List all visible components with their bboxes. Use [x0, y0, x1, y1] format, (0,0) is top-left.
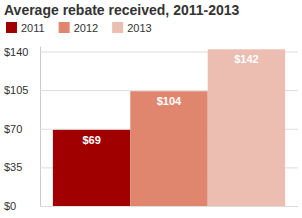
tick-label: $105 — [4, 84, 28, 96]
data-label: $142 — [234, 53, 258, 65]
bars — [53, 49, 285, 206]
legend: 2011 2012 2013 — [6, 22, 152, 34]
legend-swatch — [112, 22, 123, 33]
legend-swatch — [59, 22, 70, 33]
legend-item: 2012 — [59, 22, 98, 34]
data-label: $69 — [82, 134, 100, 146]
legend-item: 2011 — [6, 22, 45, 34]
chart: Average rebate received, 2011-2013201120… — [0, 0, 302, 218]
tick-label: $140 — [4, 46, 28, 58]
legend-item: 2013 — [112, 22, 151, 34]
tick-label: $70 — [4, 123, 22, 135]
tick-label: $0 — [4, 200, 16, 212]
bar — [208, 49, 285, 206]
title: Average rebate received, 2011-2013 — [4, 2, 240, 18]
y-axis-line — [40, 47, 41, 207]
bar — [53, 130, 130, 206]
bar — [130, 91, 207, 206]
data-label: $104 — [157, 95, 182, 107]
legend-label: 2012 — [74, 22, 98, 34]
legend-swatch — [6, 22, 17, 33]
plot: $0 $35 $70 $105 $140 $69 $104 $142 — [4, 46, 298, 212]
legend-label: 2011 — [21, 22, 45, 34]
tick-label: $35 — [4, 161, 22, 173]
legend-label: 2013 — [127, 22, 151, 34]
y-axis: $0 $35 $70 $105 $140 — [4, 46, 298, 212]
data-labels: $69 $104 $142 — [82, 53, 258, 146]
grid-line — [40, 206, 298, 207]
